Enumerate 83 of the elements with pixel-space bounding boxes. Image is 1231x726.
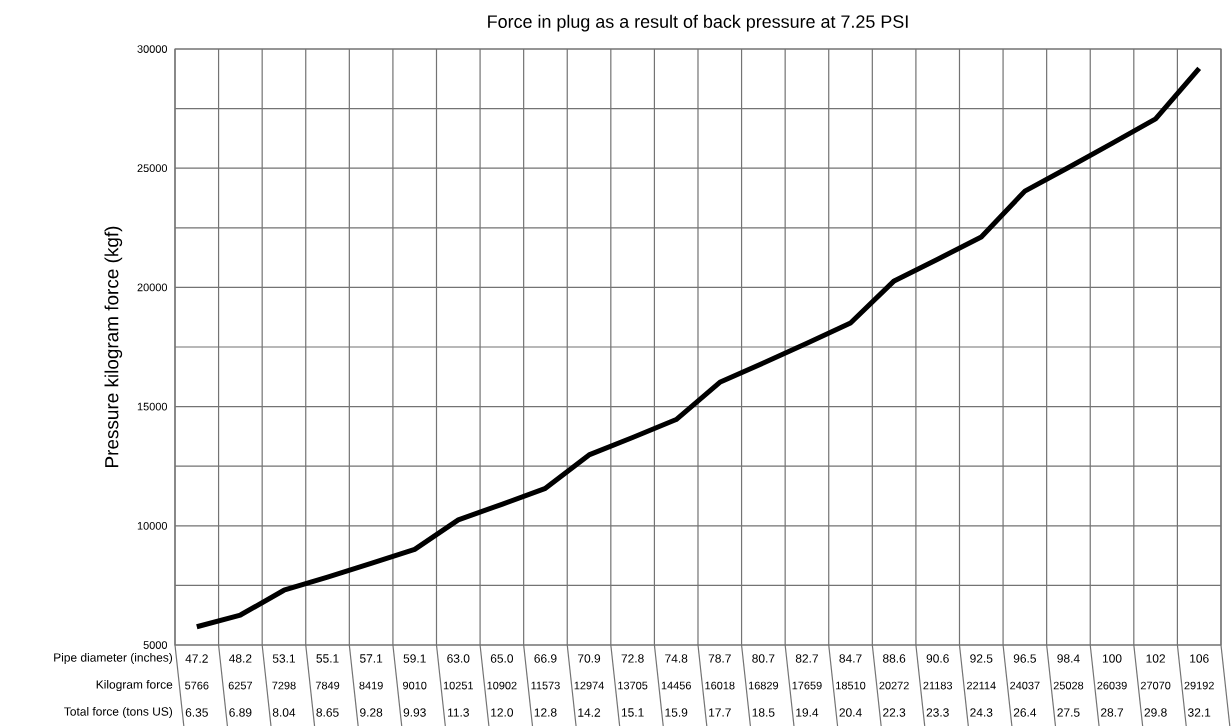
text: 15.9	[665, 708, 688, 717]
data-label: 5766	[185, 681, 209, 690]
text: 27.5	[1057, 708, 1080, 717]
text: 29.8	[1144, 708, 1167, 717]
x-tick-label: 65.0	[490, 654, 514, 663]
x-tick-label: 90.6	[926, 654, 949, 663]
text: Kilogram force	[96, 679, 173, 692]
data-label: 13705	[618, 681, 648, 690]
data-label: 16018	[705, 681, 735, 690]
x-tick-label: 57.1	[359, 654, 383, 663]
text: 8.04	[272, 708, 296, 717]
text: 6.35	[185, 708, 208, 717]
data-label: 14456	[661, 681, 691, 690]
x-axis-title: Pipe diameter (inches)	[54, 652, 173, 665]
text: 28.7	[1100, 708, 1124, 717]
data-label: 10902	[487, 681, 517, 690]
x-tick-label: 82.7	[795, 654, 818, 663]
text: 12.0	[491, 708, 514, 717]
y-tick-label: 30000	[137, 45, 168, 53]
x-tick-label: 48.2	[229, 654, 252, 663]
text: Total force (tons US)	[64, 706, 173, 719]
x-tick-label: 102	[1146, 654, 1165, 663]
data-label: 16829	[748, 681, 779, 690]
chart-title: Force in plug as a result of back pressure at 7.25 PSI	[488, 14, 908, 32]
text: 20.4	[839, 708, 862, 717]
text: 18.5	[752, 708, 775, 717]
data-label: 27070	[1140, 681, 1171, 690]
text: 9.28	[360, 708, 383, 717]
data-label: 20272	[879, 681, 909, 690]
x-tick-label: 59.1	[403, 654, 426, 663]
data-label: 12974	[574, 681, 604, 690]
data-label: 7298	[272, 681, 296, 690]
text: 8.65	[316, 708, 339, 717]
x-tick-label: 78.7	[708, 654, 731, 663]
x-tick-label: 63.0	[447, 654, 470, 663]
y-axis-title: Pressure kilogram force (kgf)	[104, 226, 123, 467]
text: 26.4	[1013, 708, 1037, 717]
x-tick-label: 53.1	[272, 654, 295, 663]
text: 22.3	[883, 708, 906, 717]
y-tick-label: 10000	[137, 521, 168, 530]
data-label: 21183	[923, 681, 953, 690]
data-label: 17659	[792, 681, 822, 690]
text: 32.1	[1188, 708, 1211, 717]
data-label: 25028	[1053, 681, 1084, 690]
text: 9.93	[403, 708, 426, 717]
text: 15.1	[621, 708, 644, 717]
x-tick-label: 80.7	[752, 654, 775, 663]
text: 11.3	[448, 708, 469, 717]
x-tick-label: 106	[1190, 654, 1209, 663]
text: 19.4	[796, 708, 819, 717]
x-tick-label: 47.2	[185, 654, 208, 663]
text: 23.3	[926, 708, 949, 717]
x-tick-label: 84.7	[839, 654, 862, 663]
x-tick-label: 88.6	[882, 654, 906, 663]
text: 17.7	[709, 708, 731, 717]
y-tick-label: 15000	[137, 402, 168, 411]
x-tick-label: 74.8	[665, 654, 688, 663]
data-label: 22114	[966, 681, 996, 690]
data-label: 6257	[228, 681, 253, 690]
data-label: 8419	[359, 681, 383, 690]
y-tick-label: 20000	[137, 283, 168, 292]
x-tick-label: 66.9	[534, 654, 557, 663]
data-label: 7849	[315, 681, 340, 690]
y-tick-label: 5000	[143, 641, 168, 649]
x-tick-label: 100	[1102, 654, 1122, 663]
text: 6.89	[229, 708, 252, 717]
x-tick-label: 72.8	[621, 654, 644, 663]
data-label: 11573	[531, 681, 560, 690]
data-label: 29192	[1184, 681, 1214, 690]
data-label: 24037	[1010, 681, 1040, 690]
x-tick-label: 98.4	[1057, 654, 1080, 663]
x-tick-label: 96.5	[1013, 654, 1036, 663]
text: 24.3	[970, 708, 993, 717]
data-label: 26039	[1097, 681, 1127, 690]
x-tick-label: 55.1	[316, 654, 339, 663]
x-tick-label: 70.9	[578, 654, 601, 663]
data-label: 18510	[836, 681, 866, 690]
data-label: 10251	[443, 681, 473, 690]
text: 14.2	[578, 708, 601, 717]
y-tick-label: 25000	[137, 164, 168, 173]
x-tick-label: 92.5	[970, 654, 993, 663]
data-label: 9010	[403, 681, 427, 690]
text: 12.8	[534, 708, 557, 717]
